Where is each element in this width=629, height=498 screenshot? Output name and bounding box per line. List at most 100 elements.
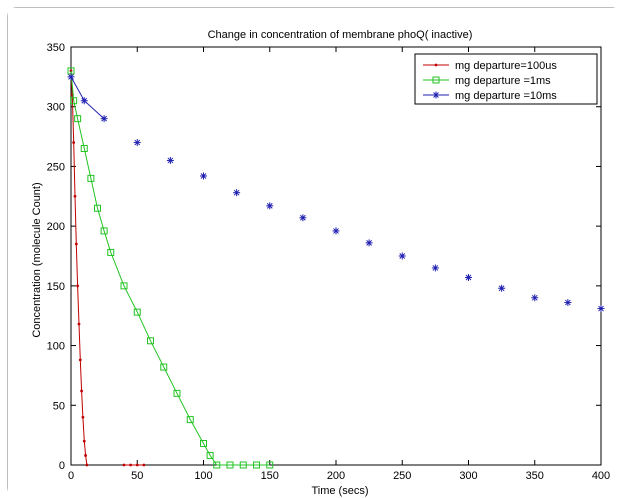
series-2	[67, 67, 274, 469]
star-stroke	[101, 115, 107, 122]
data-point	[365, 239, 373, 247]
y-tick-label: 300	[47, 102, 65, 114]
star-stroke	[399, 253, 406, 259]
data-point	[498, 284, 506, 292]
data-point	[213, 461, 221, 469]
data-point	[80, 389, 83, 393]
legend-swatch-marker	[432, 91, 440, 99]
y-tick-label: 350	[47, 42, 65, 54]
y-tick-label: 200	[47, 221, 65, 233]
data-point	[94, 204, 101, 212]
data-point	[173, 389, 181, 397]
data-point	[135, 463, 139, 467]
star-stroke	[366, 240, 372, 246]
x-axis-label: Time (secs)	[311, 485, 368, 497]
legend-label: mg departure=100us	[455, 60, 557, 72]
data-point	[206, 451, 214, 459]
x-tick-label: 250	[393, 470, 411, 482]
star-stroke	[465, 274, 472, 281]
data-point	[77, 322, 81, 326]
data-point	[72, 141, 76, 144]
data-point	[133, 139, 141, 147]
data-point	[84, 454, 87, 457]
data-point	[69, 69, 73, 73]
chart-title: Change in concentration of membrane phoQ…	[208, 29, 473, 41]
data-point	[299, 214, 307, 222]
data-point	[133, 308, 141, 316]
data-point	[70, 97, 78, 105]
data-point	[142, 463, 146, 467]
star-stroke	[565, 299, 571, 306]
star-stroke	[300, 214, 306, 221]
star-stroke	[68, 74, 74, 80]
x-tick-label: 100	[194, 470, 212, 482]
star-stroke	[266, 202, 273, 209]
legend-item: mg departure =10ms	[423, 90, 557, 102]
data-point	[120, 282, 128, 290]
legend-label: mg departure =10ms	[455, 90, 557, 102]
y-tick-label: 150	[47, 281, 65, 293]
data-point	[597, 305, 605, 313]
y-axis-label: Concentration (molecule Count)	[31, 182, 43, 337]
data-point	[253, 461, 260, 469]
y-tick-label: 0	[59, 460, 65, 472]
data-point	[80, 145, 88, 153]
star-stroke	[333, 228, 339, 234]
data-point	[107, 248, 115, 256]
legend-swatch-marker	[432, 76, 440, 84]
x-tick-label: 200	[327, 470, 345, 482]
legend-item: mg departure=100us	[423, 60, 557, 72]
data-point	[73, 194, 77, 198]
star-stroke	[433, 92, 439, 98]
chart-frame: Change in concentration of membrane phoQ…	[7, 7, 622, 498]
data-point	[129, 463, 133, 467]
y-tick-label: 250	[47, 161, 65, 173]
series-line	[70, 70, 270, 466]
star-stroke	[598, 305, 604, 312]
star-stroke	[432, 265, 439, 271]
star-stroke	[81, 97, 88, 104]
data-point	[233, 189, 241, 197]
data-point	[226, 461, 234, 469]
data-point	[100, 115, 108, 123]
data-point	[122, 463, 126, 467]
data-point	[78, 358, 82, 362]
data-point	[200, 440, 207, 448]
data-point	[266, 461, 274, 469]
y-tick-label: 100	[47, 341, 65, 353]
data-point	[398, 252, 406, 260]
series-1	[69, 69, 146, 467]
data-point	[80, 97, 88, 105]
data-point	[87, 174, 95, 182]
y-tick-label: 50	[53, 400, 65, 412]
star-stroke	[498, 285, 505, 292]
star-stroke	[200, 173, 207, 179]
star-stroke	[531, 294, 538, 301]
star-stroke	[233, 189, 240, 196]
line-chart: Change in concentration of membrane phoQ…	[8, 8, 622, 498]
legend-label: mg departure =1ms	[455, 75, 551, 87]
data-point	[531, 294, 539, 302]
data-point	[147, 337, 154, 345]
data-point	[186, 416, 194, 424]
x-tick-label: 150	[261, 470, 279, 482]
legend-item: mg departure =1ms	[423, 75, 551, 87]
data-point	[85, 463, 89, 467]
data-point	[266, 202, 274, 210]
data-point	[332, 227, 340, 235]
x-tick-label: 50	[131, 470, 143, 482]
series-3	[67, 73, 605, 313]
data-point	[431, 264, 439, 272]
x-tick-label: 350	[526, 470, 544, 482]
star-stroke	[167, 157, 174, 164]
data-point	[82, 439, 86, 443]
data-point	[76, 284, 80, 288]
legend: mg departure=100us mg departure =1ms mg de…	[414, 53, 598, 105]
data-point	[160, 363, 168, 371]
data-point	[81, 415, 85, 419]
data-point	[465, 273, 472, 281]
x-tick-label: 0	[68, 470, 74, 482]
data-point	[100, 227, 108, 235]
data-point	[67, 73, 75, 81]
star-stroke	[134, 139, 141, 146]
